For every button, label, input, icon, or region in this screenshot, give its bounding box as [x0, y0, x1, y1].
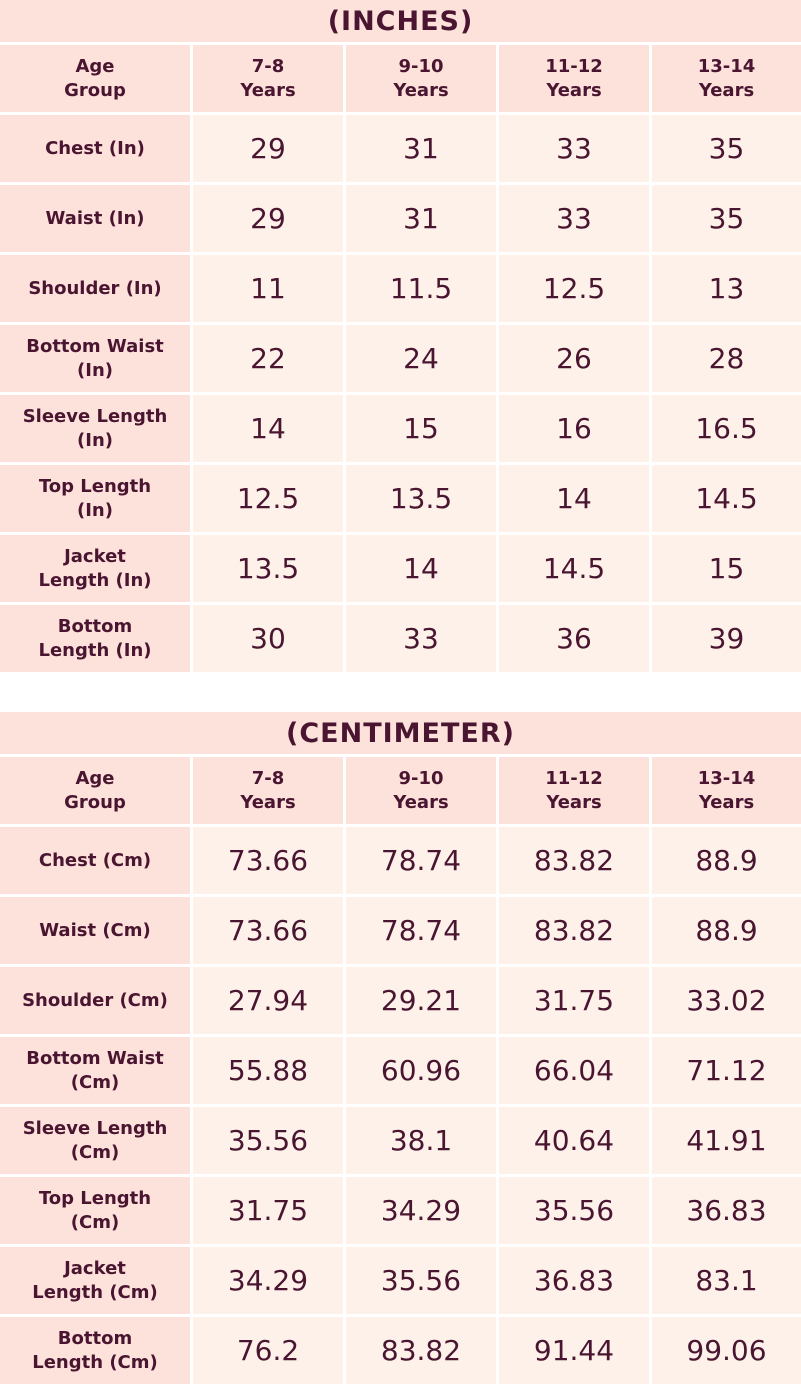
- table-cell: 76.2: [193, 1317, 343, 1384]
- table-cell: 34.29: [193, 1247, 343, 1314]
- row-label: Jacket Length (In): [0, 535, 190, 602]
- table-cell: 33.02: [652, 967, 801, 1034]
- table-cell: 26: [499, 325, 649, 392]
- table-cell: 12.5: [193, 465, 343, 532]
- table-cell: 31.75: [193, 1177, 343, 1244]
- table-cell: 36.83: [652, 1177, 801, 1244]
- table-cell: 33: [346, 605, 496, 672]
- centimeter-table-title: (CENTIMETER): [0, 712, 801, 754]
- table-cell: 22: [193, 325, 343, 392]
- row-label: Bottom Waist (Cm): [0, 1037, 190, 1104]
- row-label: Chest (Cm): [0, 827, 190, 894]
- column-header: Age Group: [0, 757, 190, 824]
- table-cell: 31.75: [499, 967, 649, 1034]
- row-label: Sleeve Length (In): [0, 395, 190, 462]
- table-cell: 78.74: [346, 827, 496, 894]
- table-cell: 12.5: [499, 255, 649, 322]
- table-cell: 35: [652, 115, 801, 182]
- table-cell: 13: [652, 255, 801, 322]
- table-cell: 91.44: [499, 1317, 649, 1384]
- table-cell: 29.21: [346, 967, 496, 1034]
- table-cell: 13.5: [346, 465, 496, 532]
- column-header: 11-12 Years: [499, 45, 649, 112]
- table-cell: 88.9: [652, 897, 801, 964]
- table-cell: 33: [499, 115, 649, 182]
- table-cell: 13.5: [193, 535, 343, 602]
- table-cell: 36.83: [499, 1247, 649, 1314]
- table-cell: 40.64: [499, 1107, 649, 1174]
- column-header: 7-8 Years: [193, 757, 343, 824]
- table-cell: 35.56: [193, 1107, 343, 1174]
- row-label: Jacket Length (Cm): [0, 1247, 190, 1314]
- table-cell: 83.82: [499, 827, 649, 894]
- centimeter-size-table: (CENTIMETER) Age Group 7-8 Years 9-10 Ye…: [0, 712, 801, 1384]
- table-cell: 11.5: [346, 255, 496, 322]
- column-header: 9-10 Years: [346, 757, 496, 824]
- column-header: 13-14 Years: [652, 45, 801, 112]
- column-header: 11-12 Years: [499, 757, 649, 824]
- table-cell: 73.66: [193, 827, 343, 894]
- table-cell: 14: [499, 465, 649, 532]
- table-cell: 31: [346, 185, 496, 252]
- centimeter-grid: Age Group 7-8 Years 9-10 Years 11-12 Yea…: [0, 754, 801, 1384]
- table-cell: 83.82: [346, 1317, 496, 1384]
- table-cell: 36: [499, 605, 649, 672]
- table-cell: 16: [499, 395, 649, 462]
- table-cell: 34.29: [346, 1177, 496, 1244]
- row-label: Top Length (In): [0, 465, 190, 532]
- table-cell: 11: [193, 255, 343, 322]
- table-cell: 99.06: [652, 1317, 801, 1384]
- table-cell: 16.5: [652, 395, 801, 462]
- row-label: Sleeve Length (Cm): [0, 1107, 190, 1174]
- table-cell: 78.74: [346, 897, 496, 964]
- table-cell: 14: [193, 395, 343, 462]
- row-label: Bottom Length (In): [0, 605, 190, 672]
- table-cell: 60.96: [346, 1037, 496, 1104]
- column-header: 9-10 Years: [346, 45, 496, 112]
- table-cell: 83.82: [499, 897, 649, 964]
- table-cell: 14: [346, 535, 496, 602]
- row-label: Waist (In): [0, 185, 190, 252]
- row-label: Chest (In): [0, 115, 190, 182]
- table-cell: 41.91: [652, 1107, 801, 1174]
- table-cell: 33: [499, 185, 649, 252]
- table-cell: 24: [346, 325, 496, 392]
- table-cell: 27.94: [193, 967, 343, 1034]
- table-cell: 35.56: [499, 1177, 649, 1244]
- table-cell: 35: [652, 185, 801, 252]
- inches-table-title: (INCHES): [0, 0, 801, 42]
- table-cell: 73.66: [193, 897, 343, 964]
- column-header: 13-14 Years: [652, 757, 801, 824]
- row-label: Top Length (Cm): [0, 1177, 190, 1244]
- inches-size-table: (INCHES) Age Group 7-8 Years 9-10 Years …: [0, 0, 801, 672]
- table-cell: 39: [652, 605, 801, 672]
- table-cell: 15: [346, 395, 496, 462]
- row-label: Shoulder (Cm): [0, 967, 190, 1034]
- table-cell: 55.88: [193, 1037, 343, 1104]
- column-header: Age Group: [0, 45, 190, 112]
- table-cell: 31: [346, 115, 496, 182]
- table-cell: 14.5: [652, 465, 801, 532]
- table-cell: 88.9: [652, 827, 801, 894]
- row-label: Bottom Length (Cm): [0, 1317, 190, 1384]
- row-label: Shoulder (In): [0, 255, 190, 322]
- table-cell: 29: [193, 115, 343, 182]
- table-cell: 66.04: [499, 1037, 649, 1104]
- table-cell: 83.1: [652, 1247, 801, 1314]
- table-cell: 28: [652, 325, 801, 392]
- table-cell: 14.5: [499, 535, 649, 602]
- row-label: Waist (Cm): [0, 897, 190, 964]
- table-cell: 38.1: [346, 1107, 496, 1174]
- table-cell: 71.12: [652, 1037, 801, 1104]
- inches-grid: Age Group 7-8 Years 9-10 Years 11-12 Yea…: [0, 42, 801, 672]
- table-cell: 35.56: [346, 1247, 496, 1314]
- table-cell: 15: [652, 535, 801, 602]
- column-header: 7-8 Years: [193, 45, 343, 112]
- table-cell: 29: [193, 185, 343, 252]
- table-cell: 30: [193, 605, 343, 672]
- row-label: Bottom Waist (In): [0, 325, 190, 392]
